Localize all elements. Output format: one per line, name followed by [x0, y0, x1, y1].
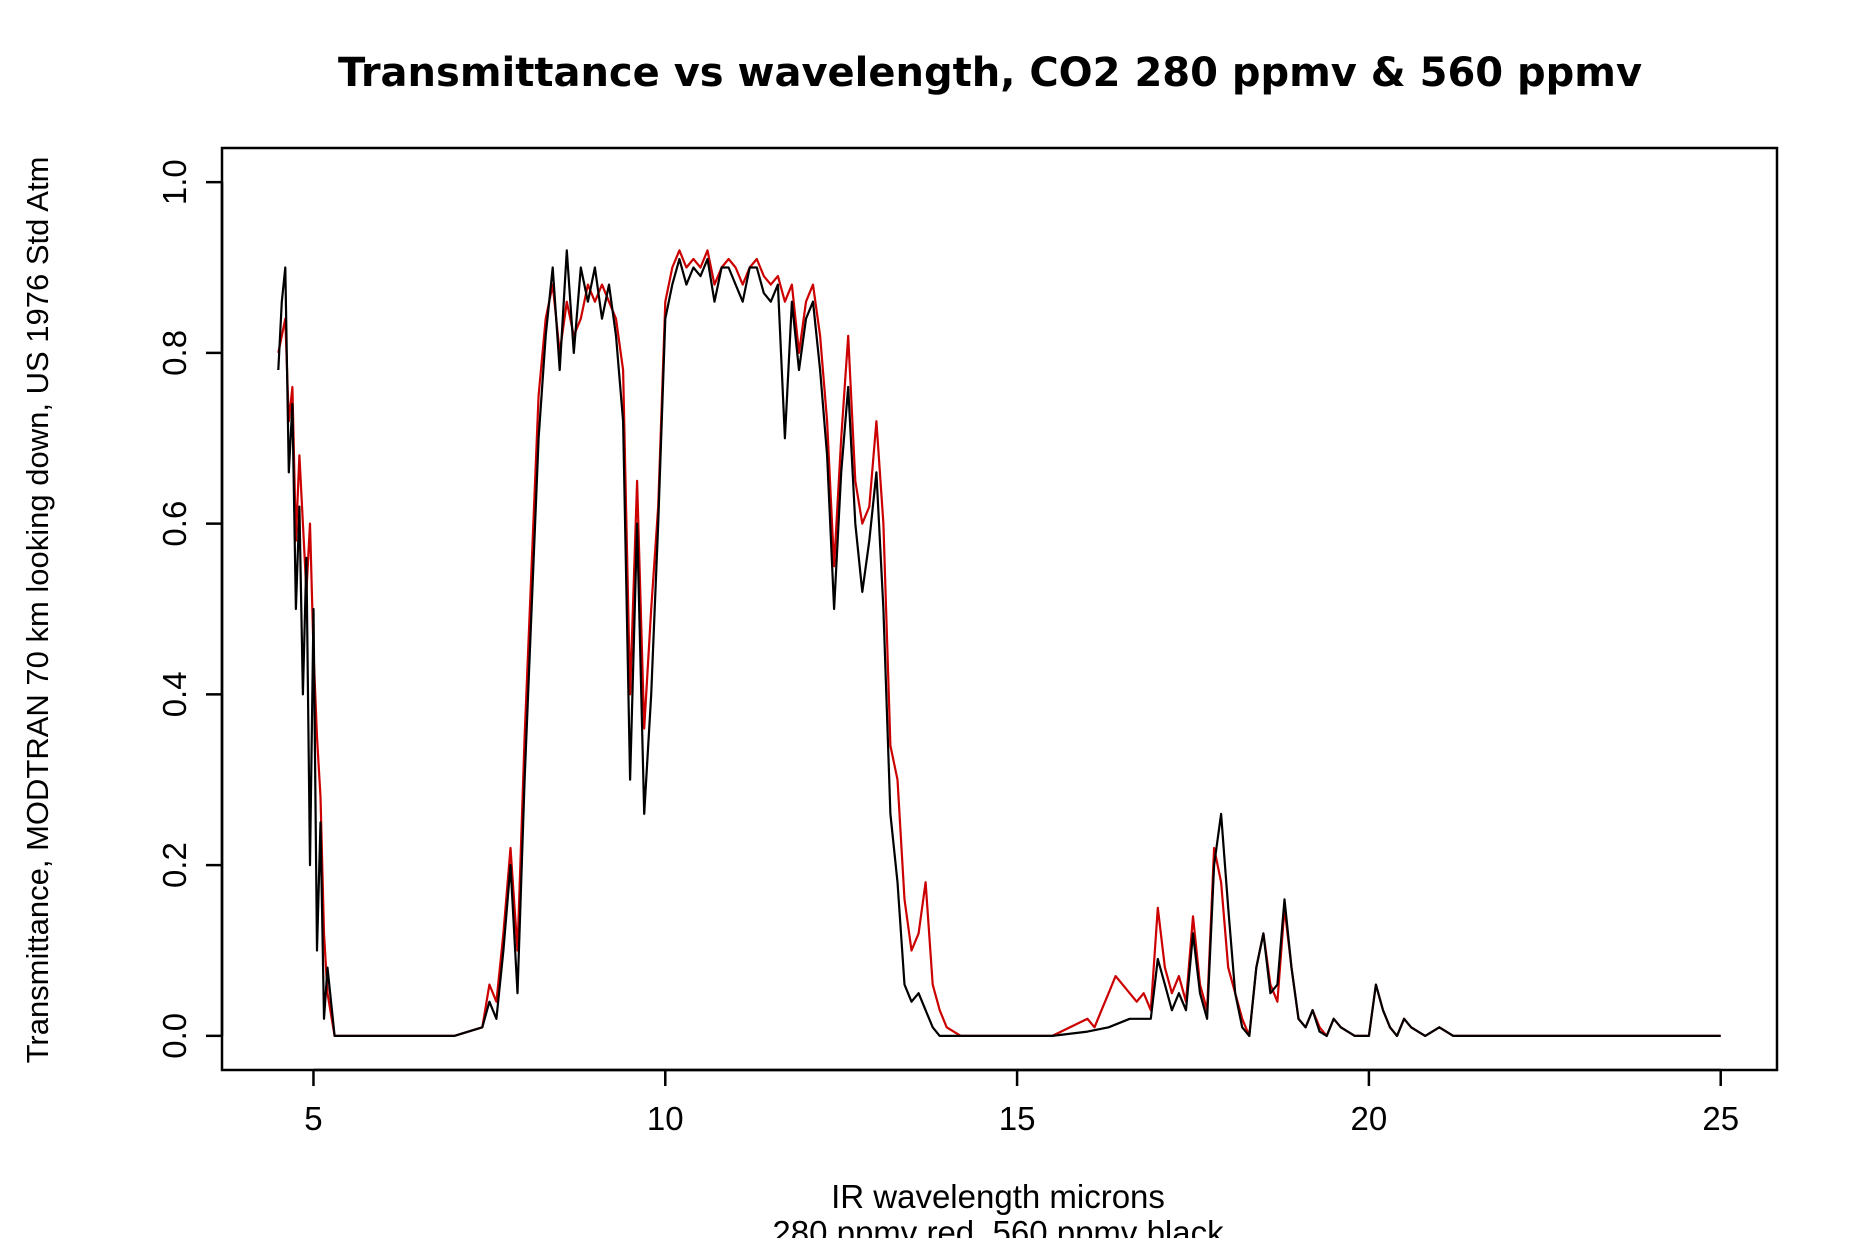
- y-tick-label: 0.2: [156, 842, 193, 888]
- series-layer: [277, 249, 1721, 1038]
- y-axis-label: Transmittance, MODTRAN 70 km looking dow…: [20, 157, 55, 1064]
- x-tick-label: 20: [1351, 1100, 1388, 1137]
- series-line-1: [277, 249, 1721, 1038]
- x-tick-label: 25: [1702, 1100, 1739, 1137]
- plot-frame: [220, 146, 1779, 1072]
- x-tick-label: 5: [304, 1100, 322, 1137]
- y-tick-label: 0.8: [156, 330, 193, 376]
- y-tick-label: 0.6: [156, 501, 193, 547]
- x-axis: 5 10 15 20 25: [304, 1068, 1739, 1137]
- y-axis: 0.0 0.2 0.4 0.6 0.8 1.0: [156, 159, 224, 1059]
- series-line-0: [277, 249, 1721, 1038]
- x-axis-label: IR wavelength microns: [831, 1178, 1165, 1215]
- y-tick-label: 0.4: [156, 671, 193, 717]
- y-tick-label: 0.0: [156, 1013, 193, 1059]
- y-tick-label: 1.0: [156, 159, 193, 205]
- chart-title: Transmittance vs wavelength, CO2 280 ppm…: [338, 50, 1642, 96]
- x-axis-sublabel: 280 ppmv red, 560 ppmv black: [772, 1214, 1224, 1238]
- x-tick-label: 15: [999, 1100, 1036, 1137]
- x-tick-label: 10: [647, 1100, 684, 1137]
